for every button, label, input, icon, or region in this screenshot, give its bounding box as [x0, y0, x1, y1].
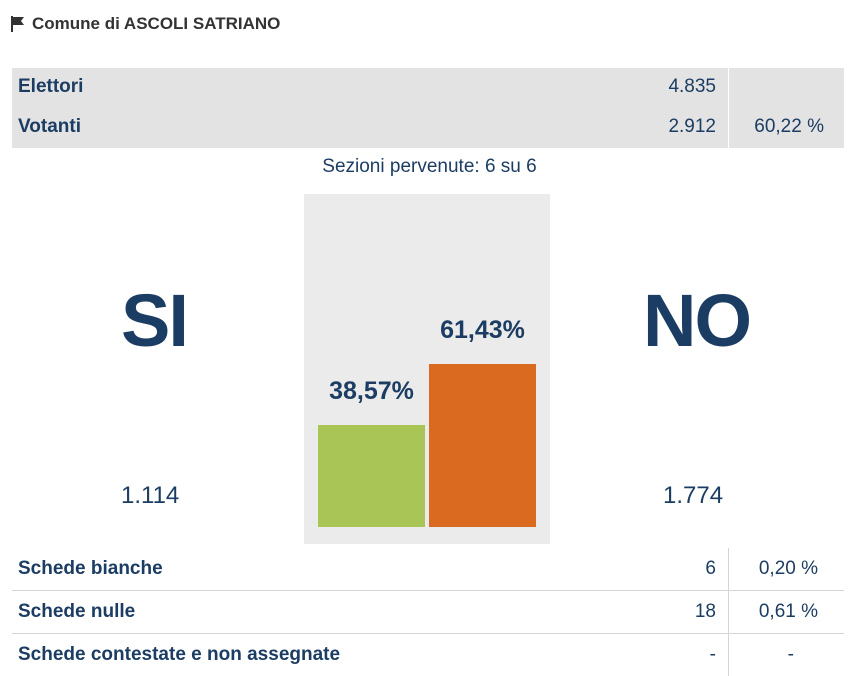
summary-label: Elettori [18, 76, 84, 97]
detail-value: 18 [694, 601, 716, 622]
si-votes: 1.114 [121, 482, 180, 509]
detail-value: 6 [705, 558, 716, 579]
sections-received: Sezioni pervenute: 6 su 6 [322, 156, 537, 177]
municipality-header: Comune di ASCOLI SATRIANO [10, 14, 280, 34]
bar-label-si: 38,57% [329, 376, 414, 405]
no-label: NO [643, 279, 752, 362]
column-divider [728, 548, 729, 590]
bar-no [429, 364, 536, 527]
ballot-details: Schede bianche 6 0,20 % Schede nulle 18 … [12, 548, 844, 676]
voters-summary: Elettori 4.835 Votanti 2.912 60,22 % [12, 68, 844, 148]
detail-value: - [709, 644, 716, 665]
detail-label: Schede contestate e non assegnate [18, 644, 341, 665]
detail-label: Schede bianche [18, 558, 163, 579]
bar-si [318, 424, 425, 527]
flag-icon [11, 16, 24, 32]
si-label: SI [121, 279, 189, 362]
results-chart: 38,57% 61,43% [304, 194, 550, 544]
summary-row-votanti: Votanti 2.912 60,22 % [12, 108, 844, 148]
summary-row-elettori: Elettori 4.835 [12, 68, 844, 108]
detail-percent: - [787, 644, 794, 665]
bar-label-no: 61,43% [440, 316, 525, 345]
detail-percent: 0,20 % [758, 558, 818, 579]
detail-label: Schede nulle [18, 601, 136, 622]
detail-row: Schede nulle 18 0,61 % [12, 591, 844, 634]
detail-percent: 0,61 % [758, 601, 818, 622]
summary-value: 2.912 [668, 116, 716, 137]
summary-value: 4.835 [668, 76, 716, 97]
column-divider [728, 634, 729, 676]
column-divider [728, 68, 729, 148]
municipality-title: Comune di ASCOLI SATRIANO [32, 14, 281, 33]
no-votes: 1.774 [663, 482, 724, 509]
detail-row: Schede contestate e non assegnate - - [12, 634, 844, 676]
summary-label: Votanti [18, 116, 81, 137]
column-divider [728, 591, 729, 633]
summary-percent: 60,22 % [754, 116, 824, 137]
detail-row: Schede bianche 6 0,20 % [12, 548, 844, 591]
